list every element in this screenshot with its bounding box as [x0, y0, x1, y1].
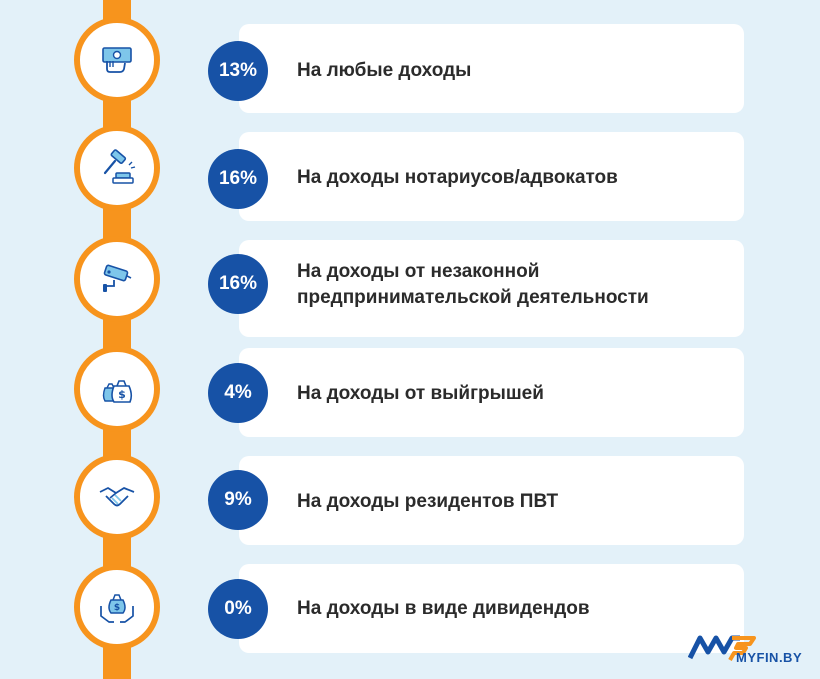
- item-card: [239, 132, 744, 221]
- percent-badge: 4%: [208, 363, 268, 423]
- list-item: $ 0% На доходы в виде дивидендов: [0, 540, 820, 653]
- percent-badge: 13%: [208, 41, 268, 101]
- list-item: 9% На доходы резидентов ПВТ: [0, 432, 820, 545]
- item-card: [239, 456, 744, 545]
- list-item: 13% На любые доходы: [0, 0, 820, 113]
- money-bags-icon: $: [74, 346, 160, 432]
- percent-badge: 9%: [208, 470, 268, 530]
- item-label: На доходы от незаконной предпринимательс…: [297, 259, 649, 311]
- percent-badge: 0%: [208, 579, 268, 639]
- money-hand-icon: [74, 17, 160, 103]
- item-label-line: предпринимательской деятельности: [297, 287, 649, 308]
- item-label: На доходы нотариусов/адвокатов: [297, 167, 618, 188]
- item-label: На доходы от выйгрышей: [297, 383, 544, 404]
- svg-text:$: $: [118, 388, 126, 401]
- myfin-logo-mark: [688, 635, 756, 661]
- item-card: [239, 564, 744, 653]
- list-item: 16% На доходы нотариусов/адвокатов: [0, 108, 820, 221]
- item-card: [239, 240, 744, 337]
- list-item: $ 4% На доходы от выйгрышей: [0, 324, 820, 437]
- percent-badge: 16%: [208, 149, 268, 209]
- item-label: На любые доходы: [297, 60, 472, 81]
- svg-text:$: $: [114, 603, 120, 613]
- logo-text: MYFIN.BY: [736, 650, 803, 665]
- item-label-line: На доходы от незаконной: [297, 261, 540, 282]
- item-card: [239, 348, 744, 437]
- gavel-icon: [74, 125, 160, 211]
- security-camera-icon: [74, 236, 160, 322]
- handshake-icon: [74, 454, 160, 540]
- percent-badge: 16%: [208, 254, 268, 314]
- item-label: На доходы в виде дивидендов: [297, 598, 590, 619]
- item-label: На доходы резидентов ПВТ: [297, 491, 559, 512]
- item-card: [239, 24, 744, 113]
- list-item: 16% На доходы от незаконной предпринимат…: [0, 216, 820, 337]
- hands-money-bag-icon: $: [74, 564, 160, 650]
- myfin-logo: MYFIN.BY: [688, 632, 802, 666]
